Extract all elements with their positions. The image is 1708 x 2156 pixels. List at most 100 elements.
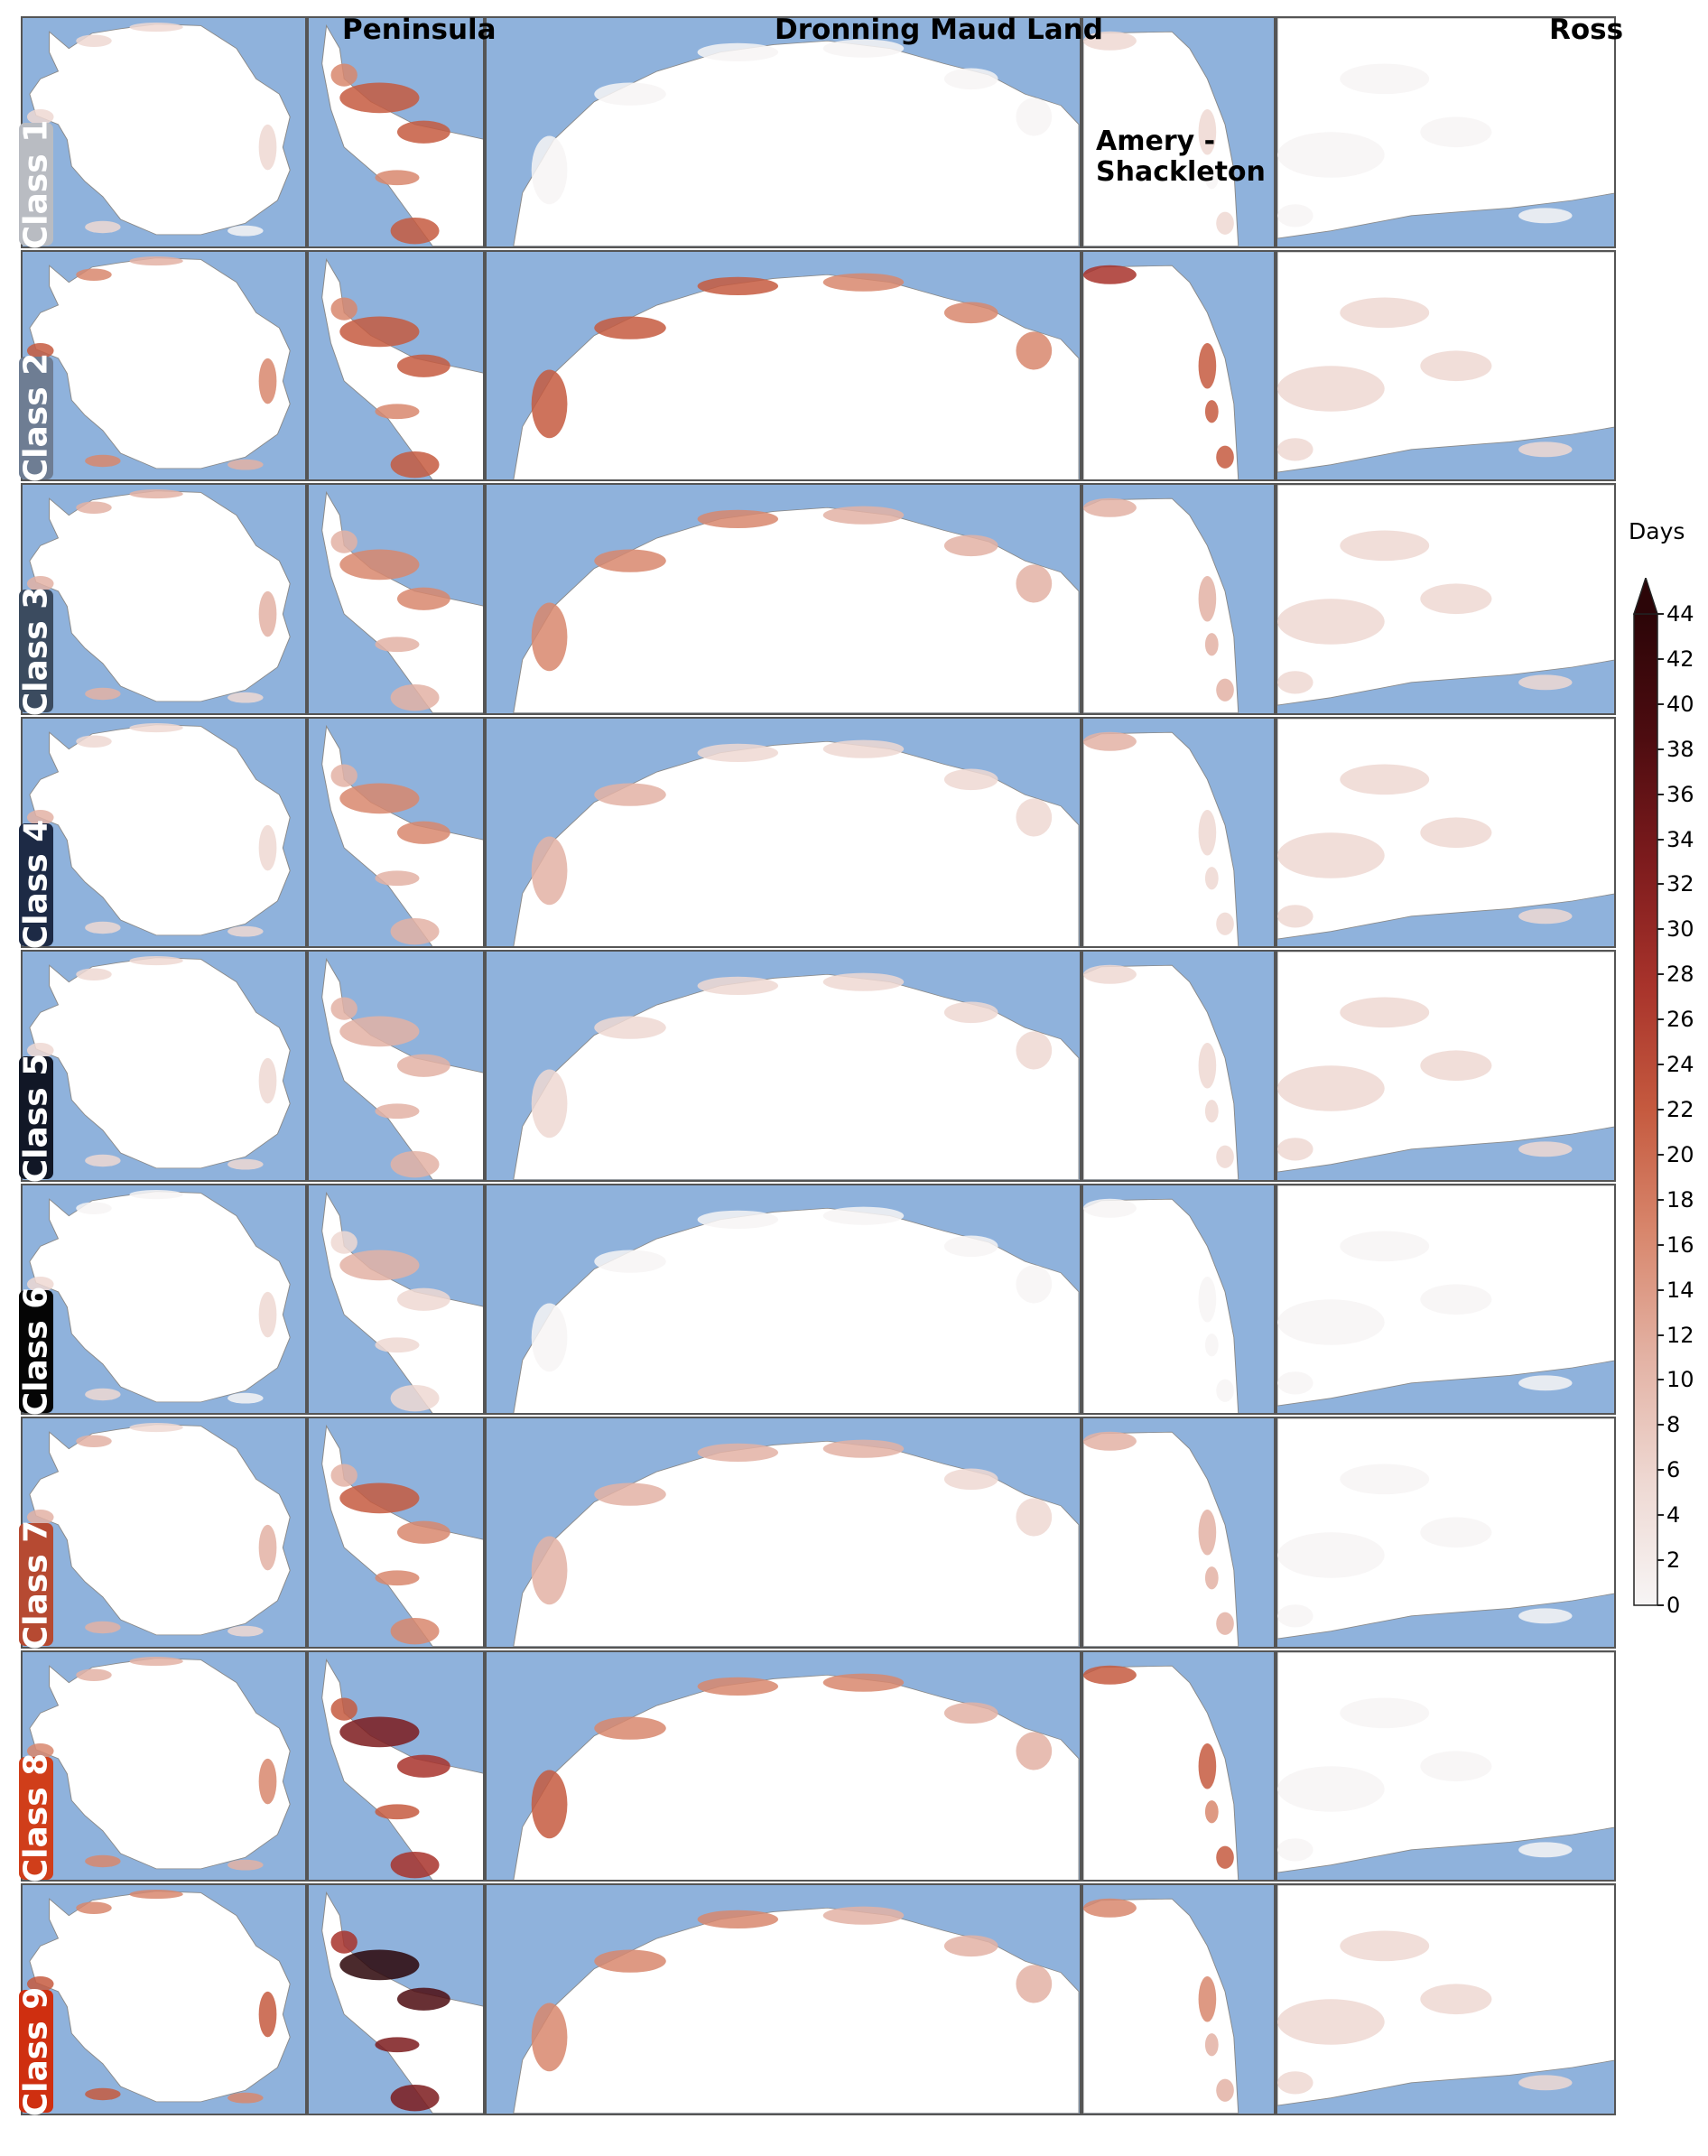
row-label-class-7: Class 7	[18, 1519, 55, 1650]
melt-days-patch	[258, 824, 277, 870]
melt-days-patch	[1204, 633, 1219, 656]
amery-shackleton-landmass	[1083, 731, 1239, 946]
col-title-ross: Ross	[1549, 14, 1624, 46]
colorbar-tick-mark	[1657, 883, 1664, 886]
melt-days-patch	[396, 1287, 450, 1311]
map-panel-antarctica-8	[21, 1650, 307, 1882]
melt-days-patch	[375, 1803, 420, 1819]
map-panel-amery-shackleton-6	[1081, 1183, 1276, 1415]
melt-days-patch	[76, 34, 112, 47]
melt-days-patch	[390, 2084, 440, 2112]
map-panel-dronning-maud-land-8	[485, 1650, 1081, 1882]
melt-days-patch	[1277, 832, 1385, 878]
melt-days-patch	[594, 1250, 666, 1273]
melt-days-patch	[227, 459, 264, 470]
map-panel-antarctica-3	[21, 483, 307, 715]
colorbar-tick-label: 4	[1666, 1502, 1681, 1529]
melt-days-patch	[339, 82, 420, 114]
melt-days-patch	[390, 1150, 440, 1178]
colorbar-tick-label: 12	[1666, 1322, 1694, 1348]
melt-days-patch	[822, 739, 905, 758]
melt-days-patch	[26, 109, 54, 125]
melt-days-patch	[85, 1154, 121, 1167]
melt-days-patch	[1277, 1999, 1385, 2045]
amery-shackleton-landmass	[1083, 1198, 1239, 1413]
dronning-maud-land-landmass	[513, 973, 1080, 1180]
row-label-text: Class 1	[17, 119, 55, 249]
colorbar-tick-mark	[1657, 1064, 1664, 1066]
melt-days-patch	[227, 925, 264, 937]
colorbar-tick-label: 40	[1666, 691, 1694, 717]
melt-days-patch	[375, 2037, 420, 2053]
map-panel-ross-6	[1276, 1183, 1616, 1415]
melt-days-patch	[339, 1716, 420, 1747]
map-panel-peninsula-8	[307, 1650, 485, 1882]
melt-days-patch	[339, 1949, 420, 1981]
melt-days-patch	[943, 1468, 998, 1491]
melt-days-patch	[1518, 2075, 1573, 2091]
melt-days-patch	[1016, 1031, 1053, 1070]
map-panel-peninsula-9	[307, 1883, 485, 2115]
melt-days-patch	[531, 2003, 568, 2072]
melt-days-patch	[1340, 1231, 1430, 1261]
melt-days-patch	[697, 976, 779, 995]
row-label-class-6: Class 6	[18, 1287, 55, 1417]
melt-days-patch	[1204, 1333, 1219, 1356]
melt-days-patch	[1420, 1283, 1492, 1315]
melt-days-patch	[1277, 1604, 1313, 1628]
melt-days-patch	[76, 735, 112, 748]
melt-days-patch	[258, 1057, 277, 1104]
row-label-class-2: Class 2	[18, 353, 55, 483]
melt-days-patch	[1016, 330, 1053, 369]
melt-days-patch	[1198, 1276, 1217, 1322]
melt-days-patch	[1204, 166, 1219, 190]
melt-days-patch	[258, 358, 277, 404]
colorbar-tick-label: 6	[1666, 1457, 1681, 1483]
melt-days-patch	[531, 1769, 568, 1838]
melt-days-patch	[1204, 866, 1219, 889]
colorbar-tick-mark	[1657, 838, 1664, 841]
melt-days-patch	[822, 1439, 905, 1458]
map-panel-ross-5	[1276, 950, 1616, 1182]
melt-days-patch	[697, 1210, 779, 1229]
melt-days-patch	[339, 1016, 420, 1047]
melt-days-patch	[390, 683, 440, 711]
melt-days-patch	[1518, 1141, 1573, 1157]
colorbar-tick-label: 18	[1666, 1186, 1694, 1213]
melt-days-patch	[1420, 1050, 1492, 1082]
melt-days-patch	[1277, 904, 1313, 927]
melt-days-patch	[227, 2092, 264, 2104]
melt-days-patch	[85, 2087, 121, 2101]
melt-days-patch	[1277, 132, 1385, 178]
map-panel-amery-shackleton-7	[1081, 1417, 1276, 1649]
melt-days-patch	[822, 273, 905, 292]
melt-days-patch	[1277, 365, 1385, 412]
row-label-text: Class 2	[17, 352, 55, 483]
melt-days-patch	[1216, 678, 1234, 702]
melt-days-patch	[375, 1103, 420, 1120]
melt-days-patch	[258, 1991, 277, 2038]
amery-shackleton-landmass	[1083, 1665, 1239, 1880]
map-panel-ross-9	[1276, 1883, 1616, 2115]
melt-days-patch	[330, 530, 357, 553]
row-label-text: Class 9	[17, 1986, 55, 2116]
melt-days-patch	[1277, 437, 1313, 460]
melt-days-patch	[1277, 599, 1385, 645]
map-panel-dronning-maud-land-9	[485, 1883, 1081, 2115]
melt-days-patch	[1016, 1498, 1053, 1537]
map-panel-dronning-maud-land-6	[485, 1183, 1081, 1415]
row-label-text: Class 8	[17, 1752, 55, 1883]
antarctica-landmass	[29, 1190, 291, 1402]
melt-days-patch	[1216, 445, 1234, 469]
melt-days-patch	[531, 1536, 568, 1605]
melt-days-patch	[822, 506, 905, 525]
melt-days-patch	[85, 687, 121, 701]
melt-days-patch	[1083, 31, 1137, 51]
colorbar-tick-mark	[1657, 748, 1664, 750]
melt-days-patch	[396, 354, 450, 377]
melt-days-patch	[339, 549, 420, 581]
melt-days-patch	[1204, 2033, 1219, 2057]
map-panel-antarctica-1	[21, 16, 307, 248]
melt-days-patch	[227, 1625, 264, 1637]
